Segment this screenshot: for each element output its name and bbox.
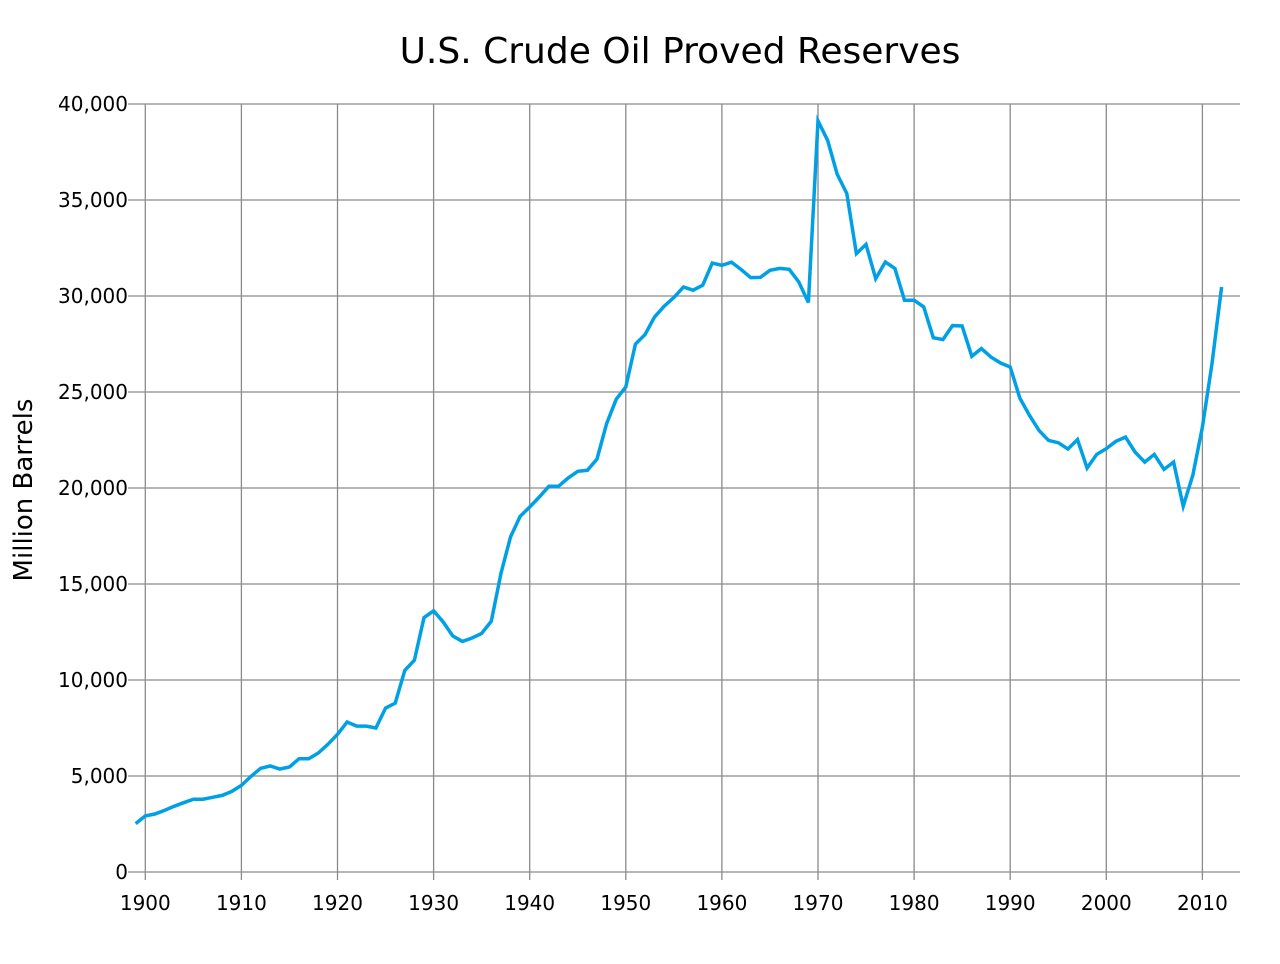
y-tick-label: 35,000: [58, 188, 128, 212]
y-tick-label: 0: [115, 860, 128, 884]
x-tick-label: 1990: [985, 891, 1036, 915]
y-axis-label: Million Barrels: [9, 399, 39, 582]
y-tick-label: 40,000: [58, 92, 128, 116]
x-tick-label: 2010: [1177, 891, 1228, 915]
chart-title: U.S. Crude Oil Proved Reserves: [400, 31, 961, 72]
grid: [128, 103, 1240, 880]
x-tick-label: 1970: [793, 891, 844, 915]
series-group: [134, 114, 1224, 825]
x-tick-label: 1900: [120, 891, 171, 915]
y-tick-label: 25,000: [58, 380, 128, 404]
y-tick-label: 15,000: [58, 572, 128, 596]
series-line: [134, 114, 1224, 825]
x-tick-label: 1930: [408, 891, 459, 915]
y-tick-label: 20,000: [58, 476, 128, 500]
x-tick-label: 1980: [889, 891, 940, 915]
x-tick-label: 1940: [504, 891, 555, 915]
x-tick-label: 1960: [696, 891, 747, 915]
y-tick-label: 10,000: [58, 668, 128, 692]
x-tick-label: 1910: [216, 891, 267, 915]
tick-labels: 0 5,000 10,000 15,000 20,000 25,000 30,000 35,0…: [58, 92, 1228, 915]
x-tick-label: 1950: [600, 891, 651, 915]
y-tick-label: 5,000: [71, 764, 128, 788]
x-tick-label: 1920: [312, 891, 363, 915]
y-tick-label: 30,000: [58, 284, 128, 308]
x-tick-label: 2000: [1081, 891, 1132, 915]
